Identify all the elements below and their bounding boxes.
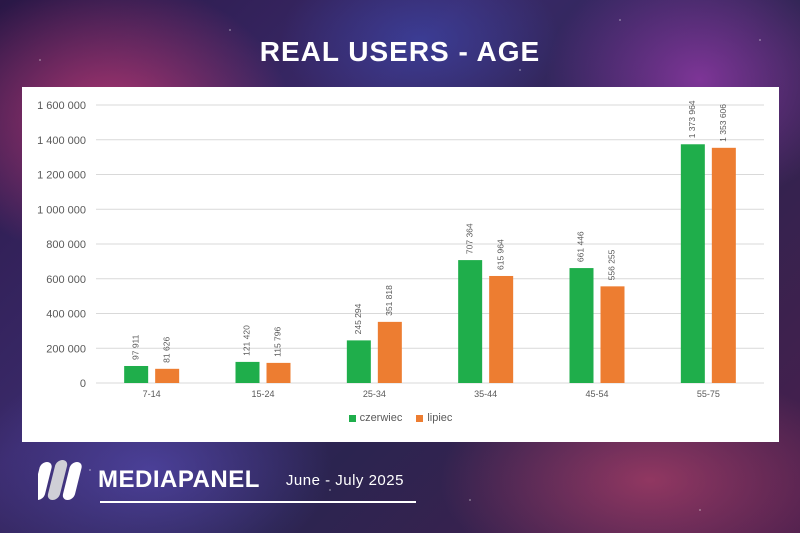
legend-label-czerwiec: czerwiec bbox=[359, 412, 403, 424]
bar-lipiec-45-54 bbox=[600, 286, 625, 383]
y-tick-label: 1 000 000 bbox=[37, 204, 86, 216]
data-label: 351 818 bbox=[384, 285, 394, 316]
brand-underline bbox=[100, 501, 416, 503]
bar-lipiec-25-34 bbox=[377, 321, 402, 383]
data-label: 707 364 bbox=[464, 223, 474, 254]
brand-footer: MEDIAPANEL June - July 2025 bbox=[38, 458, 404, 502]
legend-swatch-czerwiec bbox=[348, 414, 356, 422]
bar-czerwiec-15-24 bbox=[235, 361, 260, 383]
data-label: 661 446 bbox=[576, 231, 586, 262]
x-tick-label: 7-14 bbox=[143, 389, 161, 399]
bar-czerwiec-25-34 bbox=[346, 340, 371, 383]
data-label: 556 255 bbox=[607, 249, 617, 280]
y-tick-label: 800 000 bbox=[46, 239, 86, 251]
y-tick-label: 1 400 000 bbox=[37, 135, 86, 147]
brand-name: MEDIAPANEL bbox=[98, 466, 260, 493]
y-tick-label: 400 000 bbox=[46, 309, 86, 321]
page-title: REAL USERS - AGE bbox=[259, 36, 541, 67]
legend-item-lipiec: lipiec bbox=[416, 412, 452, 424]
y-tick-label: 1 200 000 bbox=[37, 170, 86, 182]
data-label: 121 420 bbox=[242, 325, 252, 356]
y-tick-label: 600 000 bbox=[46, 274, 86, 286]
bar-czerwiec-7-14 bbox=[124, 365, 149, 383]
legend-item-czerwiec: czerwiec bbox=[348, 412, 403, 424]
y-tick-label: 1 600 000 bbox=[37, 100, 86, 112]
bar-czerwiec-45-54 bbox=[569, 268, 594, 383]
chart-legend: czerwiec lipiec bbox=[22, 412, 779, 424]
data-label: 115 796 bbox=[273, 327, 283, 357]
data-label: 615 964 bbox=[495, 239, 505, 270]
data-label: 1 373 964 bbox=[687, 100, 697, 138]
legend-label-lipiec: lipiec bbox=[427, 412, 453, 424]
data-label: 97 911 bbox=[130, 334, 140, 360]
bar-chart: 0 200 000 400 000 600 000 800 000 1 000 000 1 … bbox=[37, 100, 764, 399]
data-label: 245 294 bbox=[353, 303, 363, 334]
bar-czerwiec-35-44 bbox=[458, 260, 483, 383]
bar-lipiec-55-75 bbox=[711, 147, 736, 383]
bar-lipiec-35-44 bbox=[489, 275, 514, 383]
y-tick-label: 0 bbox=[80, 378, 86, 390]
x-tick-label: 55-75 bbox=[697, 389, 720, 399]
chart-panel: 0 200 000 400 000 600 000 800 000 1 000 000 1 … bbox=[22, 87, 779, 442]
bar-czerwiec-55-75 bbox=[680, 144, 705, 383]
x-tick-label: 25-34 bbox=[363, 389, 386, 399]
y-tick-label: 200 000 bbox=[46, 343, 86, 355]
mediapanel-logo-icon bbox=[38, 460, 82, 500]
x-tick-label: 15-24 bbox=[251, 389, 274, 399]
bar-lipiec-15-24 bbox=[266, 362, 291, 383]
data-label: 81 626 bbox=[161, 337, 171, 363]
x-tick-label: 45-54 bbox=[585, 389, 608, 399]
data-label: 1 353 606 bbox=[718, 104, 728, 142]
bar-lipiec-7-14 bbox=[155, 368, 180, 383]
brand-date: June - July 2025 bbox=[285, 471, 404, 489]
x-tick-label: 35-44 bbox=[474, 389, 497, 399]
legend-swatch-lipiec bbox=[416, 414, 424, 422]
